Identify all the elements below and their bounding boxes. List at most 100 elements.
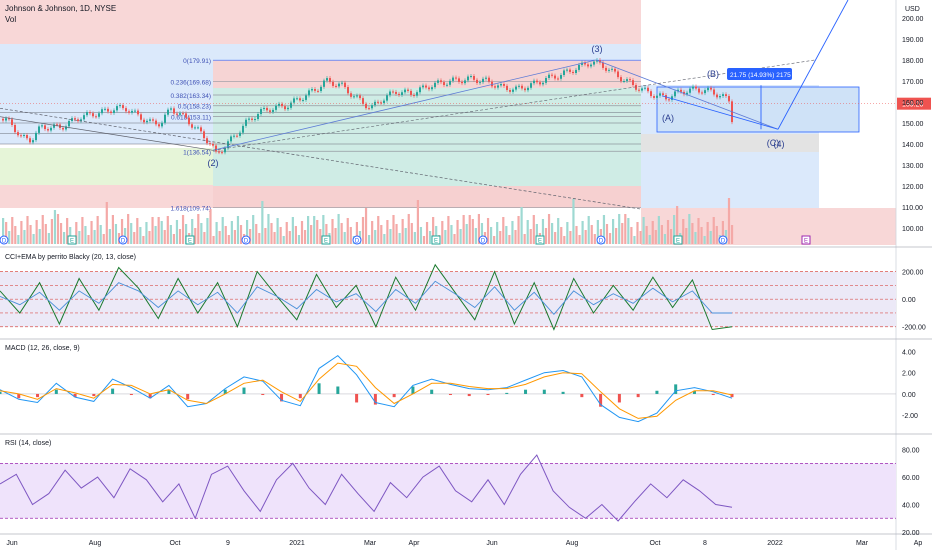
- volume-bar: [490, 227, 493, 244]
- fib-label: 0(179.91): [183, 58, 211, 65]
- volume-bar: [627, 218, 630, 244]
- indicator-tick: 60.00: [902, 475, 920, 482]
- volume-bar: [14, 226, 17, 244]
- candle-body: [710, 87, 712, 90]
- macd-histogram-bar: [111, 388, 115, 394]
- volume-bar: [669, 229, 673, 244]
- earnings-marker: [67, 235, 77, 245]
- volume-bar: [468, 215, 471, 244]
- candle-body: [356, 95, 358, 97]
- candle-body: [533, 80, 535, 84]
- candle-body: [206, 138, 208, 144]
- volume-bar: [505, 226, 508, 244]
- volume-bar: [99, 225, 102, 244]
- volume-bar: [84, 226, 87, 244]
- green-zone-left: [0, 148, 213, 185]
- earnings-marker: [431, 235, 441, 245]
- time-tick: Aug: [89, 540, 102, 547]
- candle-body: [593, 61, 595, 65]
- candle-body: [359, 95, 361, 99]
- macd-histogram-bar: [373, 393, 377, 405]
- volume-bar: [212, 236, 215, 244]
- candle-body: [515, 86, 517, 90]
- volume-bar: [221, 217, 224, 244]
- candle-body: [548, 74, 550, 79]
- candle-body: [626, 79, 628, 81]
- candle-body: [653, 96, 655, 98]
- macd-histogram-bar: [580, 393, 584, 398]
- candle-body: [392, 91, 394, 93]
- candle-body: [107, 108, 109, 112]
- volume-bar: [639, 231, 642, 244]
- macd-histogram-bar: [411, 386, 415, 394]
- candle-body: [254, 119, 256, 121]
- volume-bar: [602, 215, 606, 244]
- volume-bar: [35, 220, 38, 244]
- wave-label: (B): [707, 69, 719, 79]
- volume-bar: [322, 215, 325, 244]
- volume-bar: [435, 226, 438, 244]
- rsi-title: RSI (14, close): [5, 440, 51, 447]
- fib-label: 1(136.54): [183, 149, 211, 156]
- volume-bar: [694, 232, 697, 244]
- candle-body: [416, 92, 418, 96]
- volume-bar: [200, 223, 203, 244]
- volume-bar: [133, 232, 136, 244]
- volume-bar: [596, 220, 599, 244]
- candle-body: [716, 94, 718, 98]
- candle-body: [44, 125, 46, 130]
- volume-bar: [404, 228, 407, 244]
- candle-body: [305, 95, 307, 100]
- time-tick: Mar: [856, 540, 869, 547]
- volume-bar: [612, 219, 615, 244]
- candle-body: [425, 85, 427, 88]
- candle-body: [650, 91, 652, 97]
- earnings-marker-label: E: [538, 239, 542, 245]
- volume-bar: [520, 207, 523, 244]
- volume-bar: [395, 224, 398, 244]
- macd-histogram-bar: [561, 391, 565, 394]
- candle-body: [440, 80, 442, 83]
- volume-bar: [715, 226, 718, 244]
- candle-body: [134, 110, 136, 112]
- volume-bar: [657, 216, 660, 244]
- candle-body: [65, 126, 67, 130]
- time-tick: Mar: [364, 540, 377, 547]
- volume-bar: [136, 218, 139, 244]
- dividend-marker: [352, 235, 362, 245]
- volume-bar: [224, 226, 227, 244]
- volume-bar: [569, 231, 572, 244]
- volume-bar: [727, 198, 731, 244]
- volume-bar: [291, 217, 294, 244]
- price-tick: 110.00: [902, 205, 923, 212]
- volume-bar: [429, 231, 432, 244]
- volume-bar: [346, 218, 349, 244]
- dividend-marker: [718, 235, 728, 245]
- dividend-marker-label: D: [244, 239, 249, 245]
- volume-bar: [44, 224, 47, 244]
- volume-bars: [2, 198, 734, 244]
- macd-tick: -2.00: [902, 413, 918, 420]
- candle-body: [185, 113, 187, 118]
- volume-bar: [75, 222, 78, 244]
- candle-body: [728, 96, 730, 102]
- volume-bar: [142, 236, 145, 244]
- candle-body: [23, 135, 25, 137]
- candle-body: [488, 77, 490, 82]
- volume-bar: [651, 221, 654, 244]
- earnings-marker-label: E: [434, 239, 438, 245]
- volume-bar: [203, 232, 206, 244]
- volume-bar: [38, 229, 41, 244]
- candle-body: [557, 78, 559, 80]
- volume-bar: [368, 235, 371, 244]
- volume-bar: [59, 223, 63, 244]
- projection-box: [656, 86, 860, 133]
- candle-body: [614, 68, 616, 72]
- volume-bar: [5, 222, 8, 244]
- volume-bar: [401, 219, 404, 244]
- volume-bar: [102, 234, 105, 244]
- candle-body: [581, 62, 583, 65]
- candle-body: [698, 88, 700, 93]
- candle-body: [314, 88, 316, 91]
